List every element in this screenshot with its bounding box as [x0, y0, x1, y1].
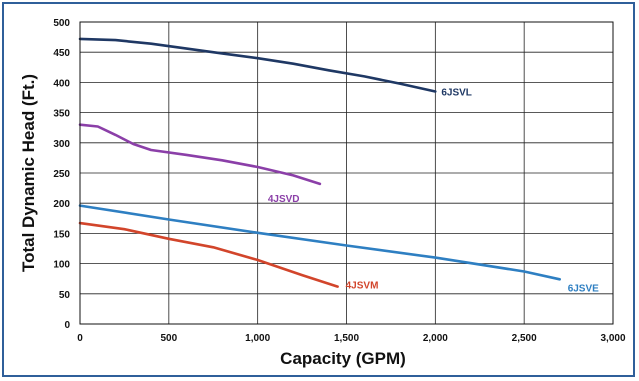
y-tick-label: 100: [53, 260, 70, 271]
series-labels: 6JSVL 4JSVD 6JSVE 4JSVM: [268, 87, 599, 294]
y-tick-label: 50: [59, 290, 71, 301]
series-line-6jsve: [78, 204, 561, 281]
series-label-4jsvd: 4JSVD: [268, 194, 300, 205]
series-label-6jsve: 6JSVE: [568, 283, 599, 294]
x-tick-label: 3,000: [600, 333, 625, 344]
x-axis-label: Capacity (GPM): [280, 349, 406, 368]
x-tick-label: 1,000: [245, 333, 270, 344]
y-tick-label: 0: [64, 320, 70, 331]
x-tick-label: 2,500: [512, 333, 537, 344]
x-tick-label: 500: [160, 333, 177, 344]
y-tick-label: 350: [53, 109, 70, 120]
plot-area-border: [79, 21, 614, 325]
series-label-6jsvl: 6JSVL: [441, 87, 472, 98]
y-tick-labels: 0 50 100 150 200 250 300 350 400 450 500: [53, 18, 70, 331]
series-line-4jsvm: [78, 221, 339, 288]
x-tick-label: 0: [77, 333, 83, 344]
y-tick-label: 250: [53, 169, 70, 180]
x-tick-label: 1,500: [334, 333, 359, 344]
y-tick-label: 400: [53, 78, 70, 89]
series-line-4jsvd: [78, 123, 322, 186]
y-tick-label: 200: [53, 199, 70, 210]
y-tick-label: 150: [53, 229, 70, 240]
y-tick-label: 300: [53, 139, 70, 150]
x-tick-label: 2,000: [423, 333, 448, 344]
y-tick-label: 500: [53, 18, 70, 29]
y-tick-label: 450: [53, 48, 70, 59]
series-line-6jsvl: [78, 37, 437, 93]
series-label-4jsvm: 4JSVM: [346, 281, 379, 292]
x-tick-labels: 0 500 1,000 1,500 2,000 2,500 3,000: [77, 333, 626, 344]
y-axis-label: Total Dynamic Head (Ft.): [19, 74, 38, 272]
series-layer: [78, 37, 561, 288]
